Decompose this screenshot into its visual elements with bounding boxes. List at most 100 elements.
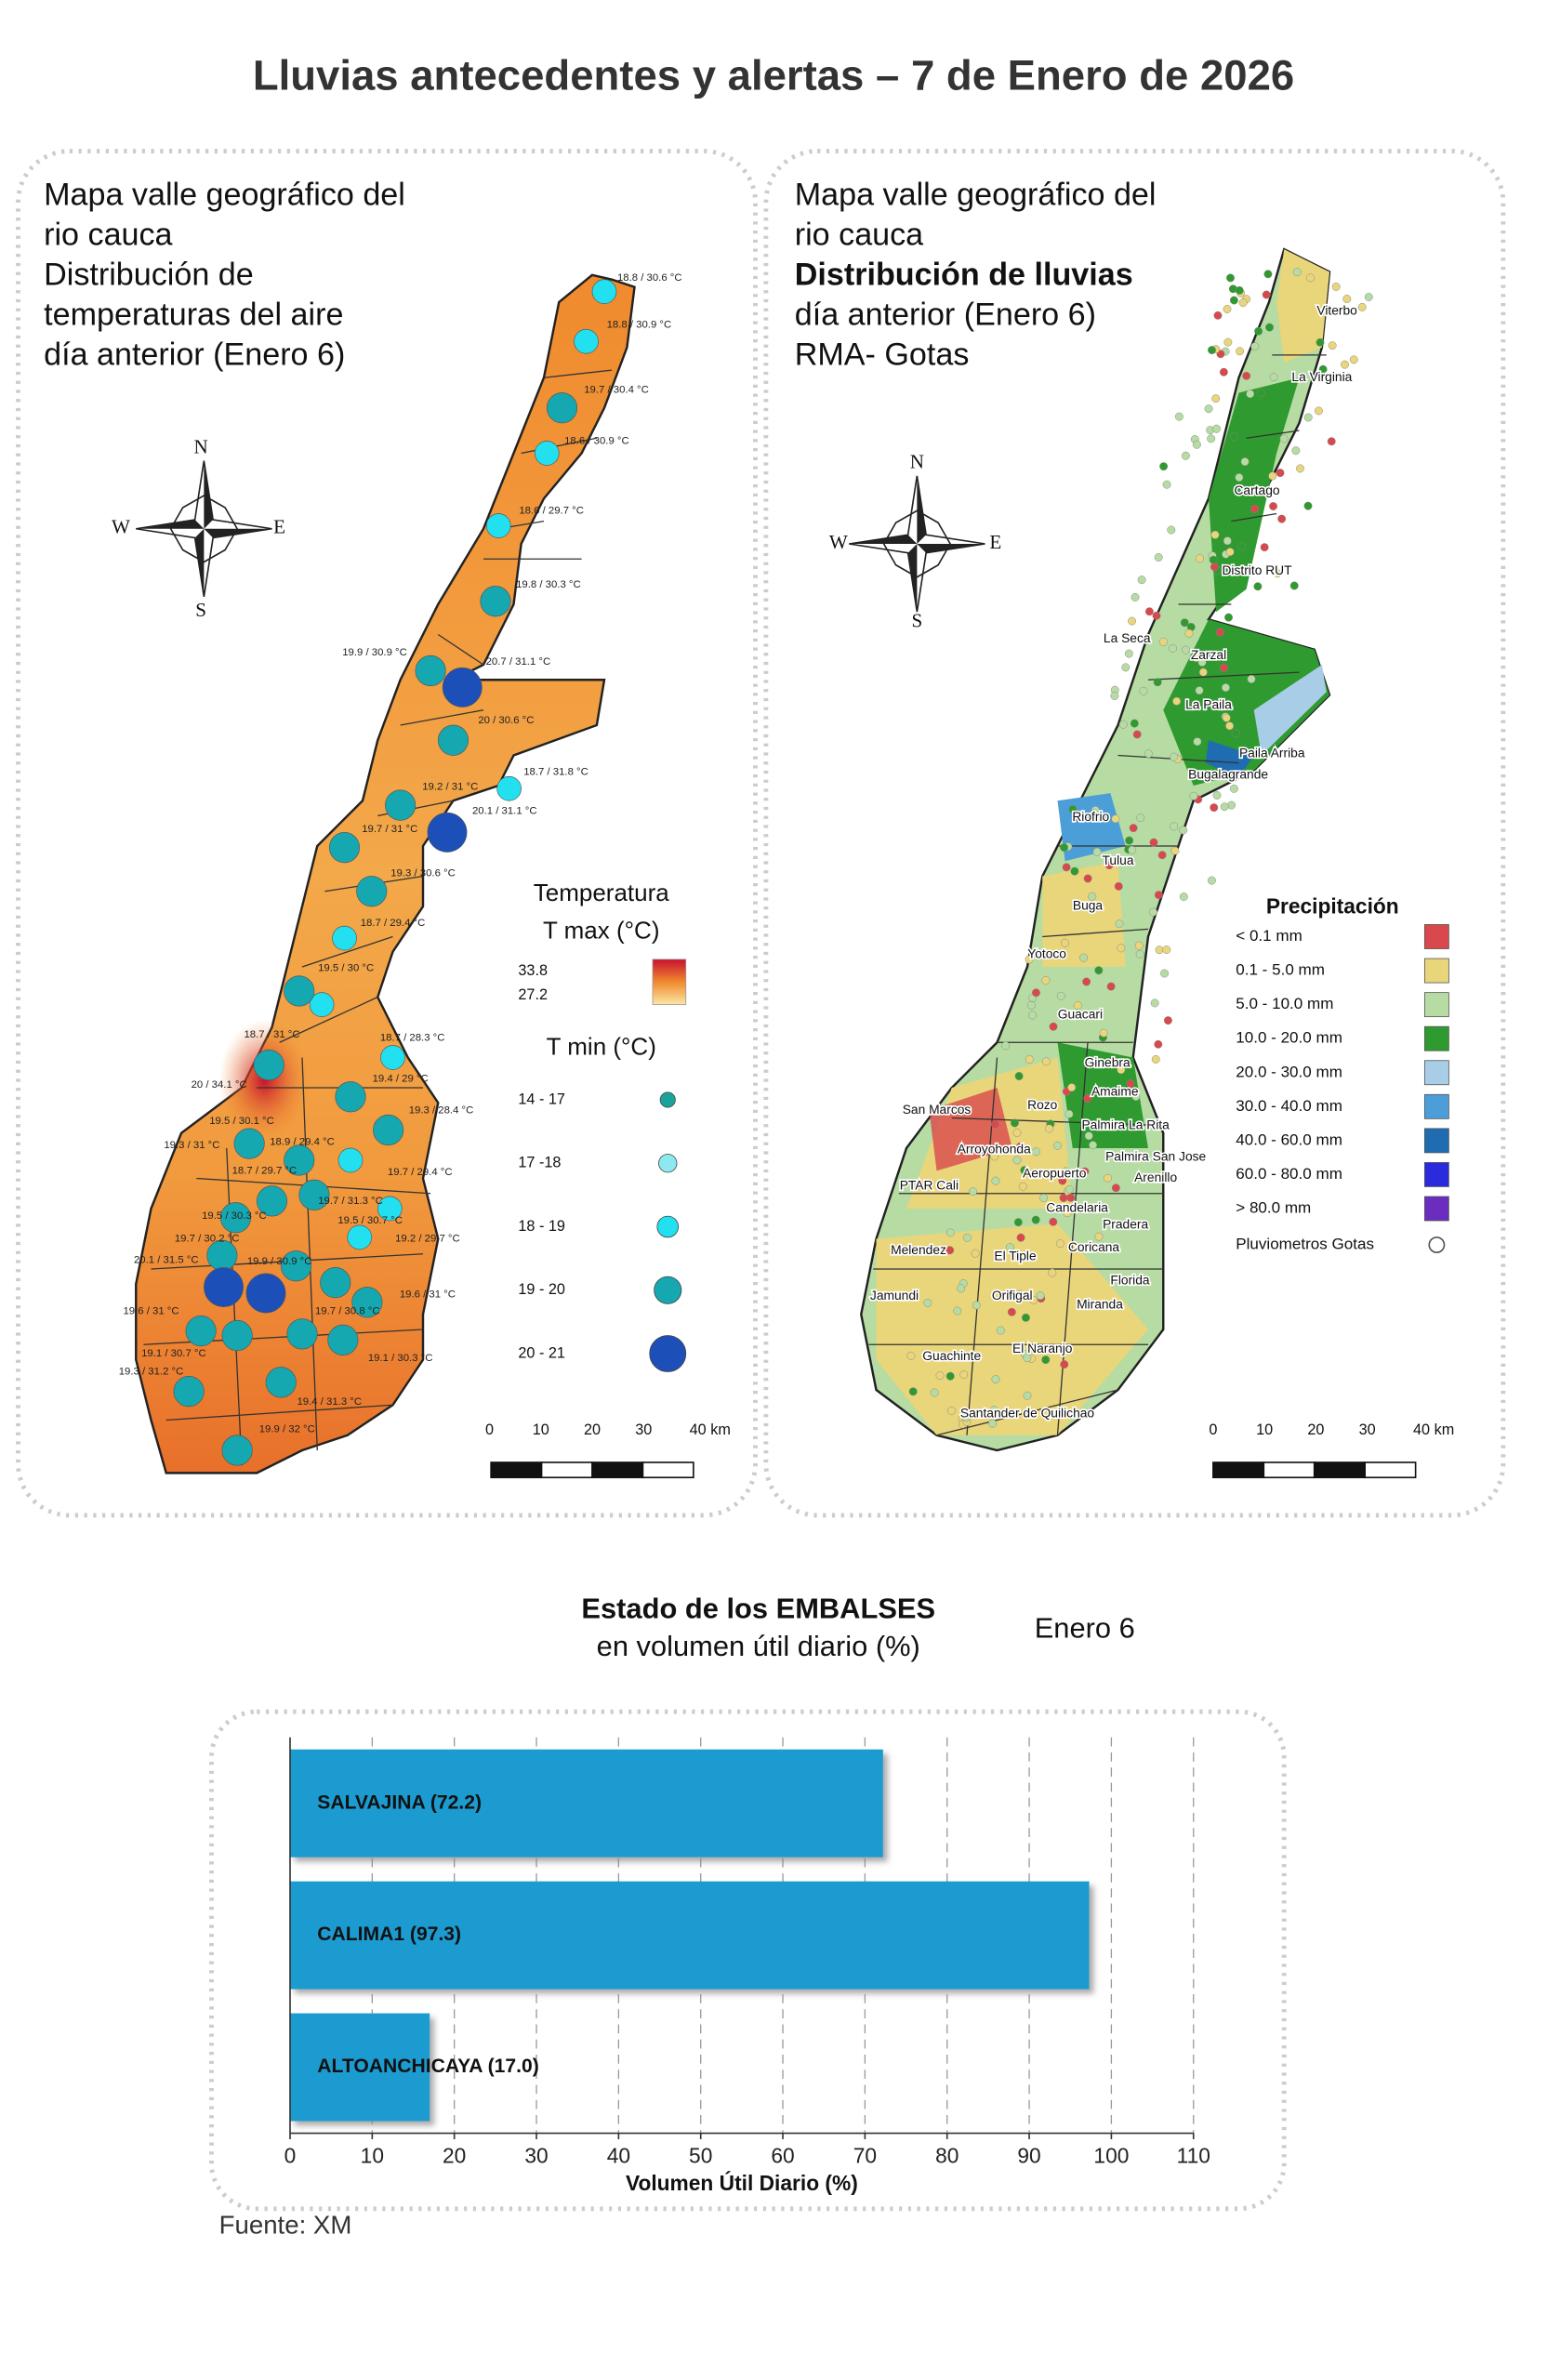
map-title: rio cauca	[795, 217, 923, 252]
scale-bar	[1364, 1461, 1417, 1479]
legend-swatch	[1423, 992, 1449, 1018]
gauge	[1135, 949, 1144, 959]
tmin-station	[574, 328, 599, 354]
bar	[290, 1881, 1090, 1990]
gauge	[1061, 1167, 1070, 1176]
gauge	[1058, 1176, 1067, 1185]
place-label: Guachinte	[922, 1348, 981, 1363]
x-tick-label: 50	[689, 2144, 712, 2168]
gauge	[1253, 582, 1263, 591]
gauge	[1021, 1313, 1030, 1322]
gauge	[990, 1152, 999, 1161]
tmin-station	[221, 1435, 253, 1466]
gauge	[1117, 944, 1126, 953]
gauge	[1106, 982, 1116, 991]
gauge	[1110, 692, 1119, 701]
station-label: 19.9 / 30.9 °C	[247, 1256, 312, 1267]
gauge	[1070, 866, 1079, 876]
tmin-station	[221, 1319, 253, 1352]
gauge	[1067, 1083, 1077, 1092]
gauge	[1041, 1057, 1051, 1066]
compass-letter: N	[194, 435, 208, 457]
station-label: 18.7 / 31 °C	[244, 1029, 299, 1040]
gauge	[1256, 389, 1265, 398]
tmin-station	[385, 789, 416, 821]
gauge	[1247, 675, 1256, 683]
gauge	[1064, 1109, 1074, 1118]
legend-label: 10.0 - 20.0 mm	[1236, 1029, 1342, 1047]
gauge	[1341, 360, 1349, 369]
place-label: Pradera	[1103, 1217, 1148, 1232]
tmin-station	[351, 1287, 383, 1318]
gauge	[1250, 342, 1260, 351]
legend-label: < 0.1 mm	[1236, 927, 1302, 945]
gauge	[990, 1119, 999, 1129]
gauge	[1236, 347, 1245, 356]
station-label: 19.3 / 31 °C	[164, 1140, 219, 1151]
gauge	[962, 1233, 972, 1242]
gauge	[996, 1326, 1005, 1335]
gauge	[1026, 1000, 1036, 1010]
gauge	[1269, 502, 1277, 511]
place-label: Candelaria	[1046, 1200, 1108, 1215]
station-label: 19.2 / 29.7 °C	[395, 1234, 460, 1245]
gauge	[1031, 1215, 1040, 1224]
gauge	[1005, 1243, 1014, 1252]
gauge	[1083, 874, 1092, 883]
station-label: 19.6 / 31 °C	[123, 1306, 178, 1317]
gauge	[1115, 919, 1124, 929]
gauge	[1180, 618, 1189, 628]
gauge	[1229, 432, 1238, 442]
gauge	[1349, 355, 1358, 364]
scale-label: 40 km	[690, 1421, 731, 1438]
gauge	[1159, 462, 1169, 471]
gauge	[1207, 876, 1216, 885]
map-title: temperaturas del aire	[44, 297, 343, 332]
x-tick-label: 20	[443, 2144, 466, 2168]
map-title: Distribución de	[44, 257, 254, 292]
gauge	[1131, 1092, 1141, 1102]
station-label: 18.8 / 30.6 °C	[617, 272, 682, 284]
gauge	[935, 1371, 945, 1381]
place-label: Santander de Quilichao	[960, 1406, 1095, 1421]
gauge	[1246, 390, 1255, 399]
scale-label: 10	[1256, 1421, 1273, 1438]
tmin-station	[286, 1318, 318, 1350]
gauge	[957, 1284, 966, 1293]
gauge	[1012, 1128, 1022, 1137]
gauge	[1273, 569, 1282, 578]
gauge	[1179, 826, 1188, 835]
gauge	[1144, 607, 1154, 616]
station-label: 20.7 / 31.1 °C	[486, 656, 551, 668]
bar-label: ALTOANCHICAYA (17.0)	[317, 2056, 539, 2077]
station-label: 19.7 / 29.4 °C	[388, 1167, 453, 1178]
station-label: 19.1 / 30.3 °C	[368, 1353, 433, 1364]
scale-bar	[591, 1461, 644, 1479]
gauge	[1197, 657, 1207, 667]
compass	[136, 460, 272, 598]
gauge	[1238, 298, 1248, 308]
station-label: 19.7 / 30.4 °C	[584, 384, 649, 395]
gauge	[1060, 843, 1069, 853]
gauge	[1090, 809, 1099, 818]
gauge	[1016, 1233, 1025, 1242]
chart-title: Estado de los EMBALSES	[581, 1592, 935, 1624]
gauge	[1268, 471, 1277, 481]
gauge	[1229, 296, 1238, 305]
station-label: 19.5 / 30 °C	[318, 963, 374, 974]
station-label: 19.5 / 30.3 °C	[202, 1210, 267, 1222]
gauge	[1068, 805, 1078, 814]
gauge	[1010, 1118, 1019, 1128]
gauge	[1182, 645, 1191, 654]
tmin-station	[534, 441, 560, 466]
gauge	[1088, 892, 1097, 901]
tmin-station	[256, 1185, 288, 1217]
gauge	[1060, 1360, 1069, 1369]
gauge	[1023, 1391, 1032, 1400]
bar-label: CALIMA1 (97.3)	[317, 1924, 461, 1945]
gauge	[1117, 1065, 1126, 1075]
gauge	[1055, 1239, 1064, 1249]
tmin-station	[427, 812, 468, 853]
x-tick-label: 90	[1017, 2144, 1040, 2168]
tmin-station	[219, 1202, 252, 1234]
